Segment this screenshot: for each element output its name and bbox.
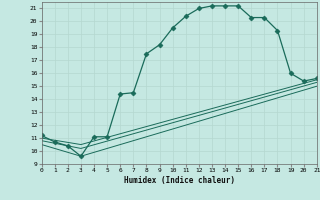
X-axis label: Humidex (Indice chaleur): Humidex (Indice chaleur) [124, 176, 235, 185]
